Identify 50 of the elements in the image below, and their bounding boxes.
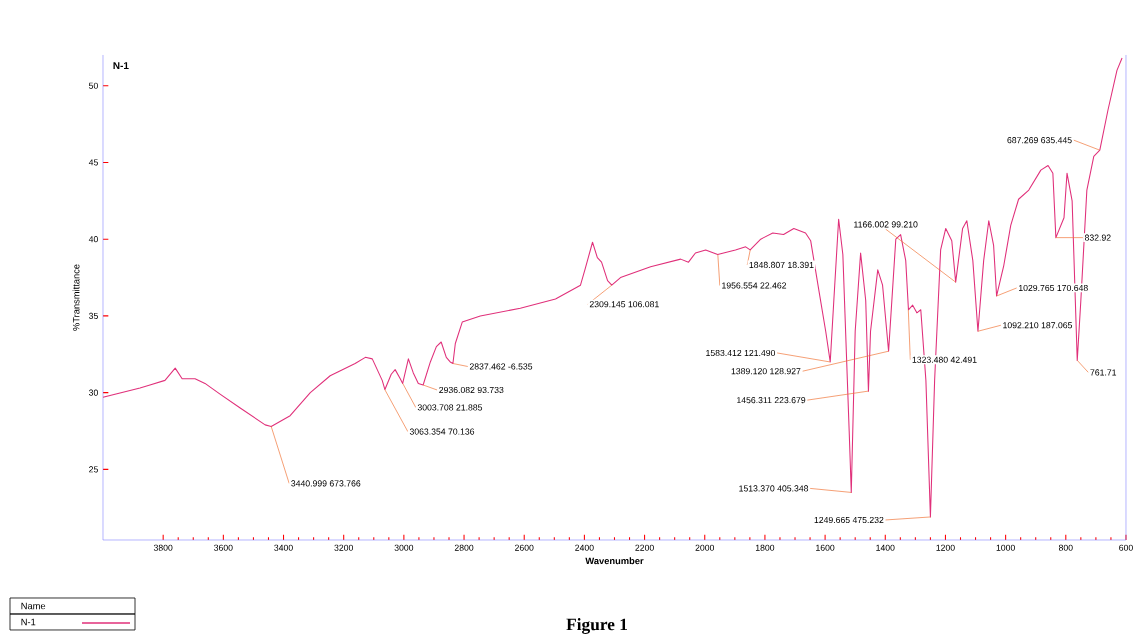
x-tick-label: 2000	[695, 544, 715, 551]
annotation: 1956.554 22.462	[722, 282, 787, 289]
annotation: 3063.354 70.136	[409, 428, 475, 435]
annotation: 1092.210 187.065	[1003, 322, 1073, 329]
annotation: 761.71	[1090, 369, 1117, 376]
x-tick-label: 2600	[515, 544, 534, 551]
x-tick-label: 2200	[635, 544, 654, 551]
text: N-1	[21, 618, 36, 626]
y-tick-label: 50	[89, 82, 98, 89]
x-tick-label: 3200	[334, 544, 353, 551]
x-tick-label: 1000	[996, 544, 1015, 551]
caption: Figure 1	[566, 618, 627, 634]
annotation: 832.92	[1084, 234, 1111, 241]
x-axis-title: Wavenumber	[585, 557, 644, 565]
annotation: N-1	[113, 62, 129, 70]
x-tick-label: 600	[1119, 544, 1133, 551]
x-tick-label: 1400	[876, 544, 895, 551]
x-tick-label: 3800	[153, 544, 173, 551]
y-tick-label: 30	[88, 389, 98, 396]
x-tick-label: 1800	[755, 544, 775, 551]
y-axis-title: %Transmittance	[72, 264, 80, 331]
x-tick-label: 1200	[936, 544, 955, 551]
annotation: 1513.370 405.348	[739, 485, 809, 492]
annotation: 1848.807 18.391	[749, 261, 814, 268]
x-tick-label: 2400	[575, 544, 594, 551]
annotation: 2837.462 -6.535	[469, 363, 533, 370]
legend-title: Name	[21, 602, 46, 610]
y-tick-label: 25	[89, 466, 98, 473]
line-series	[102, 57, 1123, 518]
annotation: 2309.145 106.081	[589, 301, 659, 308]
annotation: 1323.480 42.491	[912, 356, 977, 363]
annotation: 2936.082 93.733	[439, 386, 504, 394]
annotation: 1456.311 223.679	[737, 397, 806, 404]
x-tick-label: 1600	[816, 544, 835, 551]
y-tick-label: 45	[88, 159, 98, 166]
annotation: 1249.665 475.232	[814, 516, 884, 524]
x-tick-label: 3400	[274, 544, 293, 551]
annotation: 1166.002 99.210	[854, 221, 918, 228]
annotation: 3440.999 673.766	[291, 480, 361, 487]
x-tick-label: 3000	[394, 544, 414, 551]
annotation: 1029.765 170.648	[1019, 284, 1088, 292]
annotation: 1389.120 128.927	[731, 368, 801, 375]
annotation: 687.269 635.445	[1007, 137, 1072, 144]
x-tick-label: 3600	[214, 544, 233, 551]
y-tick-label: 40	[88, 236, 98, 243]
y-tick-label: 35	[88, 312, 98, 319]
annotation: 3003.708 21.885	[417, 404, 483, 411]
x-tick-label: 2800	[454, 544, 474, 551]
x-tick-label: 800	[1058, 544, 1073, 551]
annotation: 1583.412 121.490	[706, 349, 776, 357]
